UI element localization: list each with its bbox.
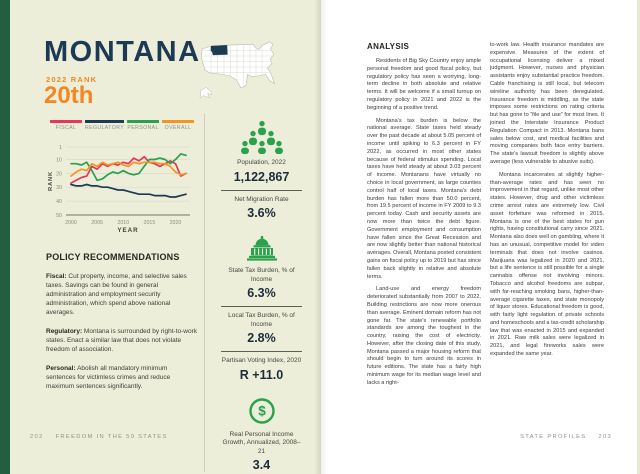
policy-text: Abolish all mandatory minimum sentences …: [46, 365, 171, 390]
policy-lead: Fiscal:: [46, 273, 67, 280]
capitol-icon: [246, 235, 277, 261]
legend-swatch-personal: [127, 120, 160, 123]
left-page: MONTANA 2022 RANK 20th: [0, 0, 321, 474]
right-page: ANALYSIS Residents of Big Sky Country en…: [321, 0, 640, 474]
analysis-paragraph: Montana incarcerates at slightly higher-…: [490, 171, 604, 358]
legend-item-personal: PERSONAL: [127, 120, 160, 131]
svg-text:20: 20: [56, 171, 62, 177]
section-title: STATE PROFILES: [520, 434, 587, 440]
stat-divider: [220, 189, 303, 191]
stat-label: State Tax Burden, % of Income: [228, 267, 295, 283]
svg-text:2015: 2015: [144, 220, 156, 226]
page-title: MONTANA: [44, 36, 201, 68]
svg-text:2005: 2005: [91, 220, 103, 226]
map-montana: [210, 45, 228, 56]
analysis-paragraph: Residents of Big Sky Country enjoy ample…: [367, 58, 481, 111]
chart-legend: FISCAL REGULATORY PERSONAL OVERALL: [50, 120, 194, 131]
legend-item-regulatory: REGULATORY: [84, 120, 125, 131]
page-number: 203: [598, 434, 612, 440]
stat-label: Local Tax Burden, % of Income: [228, 312, 295, 328]
svg-text:30: 30: [56, 185, 62, 191]
stat-label: Real Personal Income Growth, Annualized,…: [222, 430, 301, 455]
stat-label: Partisan Voting Index, 2020: [221, 357, 302, 364]
policy-item-regulatory: Regulatory: Montana is surrounded by rig…: [46, 327, 198, 354]
svg-text:40: 40: [56, 199, 62, 205]
page-edge-strip: [637, 0, 640, 474]
map-alaska: [199, 87, 213, 99]
policy-lead: Regulatory:: [46, 328, 83, 335]
policy-text: Montana is surrounded by right-to-work s…: [46, 328, 198, 353]
analysis-column-1: Residents of Big Sky Country enjoy ample…: [367, 58, 481, 393]
legend-swatch-overall: [162, 120, 194, 123]
analysis-paragraph: Land-use and energy freedom deteriorated…: [367, 286, 481, 386]
analysis-paragraph: to-work law. Health insurance mandates a…: [490, 42, 604, 165]
svg-text:YEAR: YEAR: [117, 227, 138, 234]
legend-swatch-regulatory: [84, 120, 125, 123]
stat-divider: [220, 306, 303, 307]
dollar-icon: $: [248, 397, 275, 424]
svg-text:1: 1: [59, 145, 62, 151]
page-edge-strip: [0, 0, 10, 474]
stats-column: Population, 2022 1,122,867 Net Migration…: [204, 114, 317, 472]
analysis-paragraph: Montana's tax burden is below the nation…: [367, 117, 481, 280]
legend-item-fiscal: FISCAL: [50, 120, 82, 131]
stat-value: 3.4: [252, 458, 271, 472]
legend-label: OVERALL: [164, 125, 192, 131]
policy-lead: Personal:: [46, 365, 76, 372]
stat-label: Net Migration Rate: [234, 195, 289, 203]
svg-text:2010: 2010: [117, 220, 129, 226]
legend-item-overall: OVERALL: [162, 120, 194, 131]
stat-divider: [220, 351, 303, 352]
policy-item-fiscal: Fiscal: Cut property, income, and select…: [46, 272, 198, 317]
stat-value: 2.8%: [247, 331, 276, 345]
stat-label: Population, 2022: [237, 159, 286, 166]
legend-label: REGULATORY: [84, 125, 125, 131]
policy-heading: POLICY RECOMMENDATIONS: [46, 252, 180, 262]
svg-text:2020: 2020: [170, 220, 182, 226]
svg-text:50: 50: [56, 213, 62, 219]
analysis-column-2: to-work law. Health insurance mandates a…: [490, 42, 604, 364]
rank-value: 20th: [44, 82, 94, 109]
stat-value: 6.3%: [247, 286, 276, 300]
rank-label: 2022 RANK: [46, 75, 98, 84]
left-page-footer: 202 FREEDOM IN THE 50 STATES: [30, 434, 168, 440]
policy-recommendations: POLICY RECOMMENDATIONS Fiscal: Cut prope…: [46, 252, 198, 401]
stat-value: R +11.0: [239, 367, 284, 382]
analysis-heading: ANALYSIS: [367, 42, 410, 51]
svg-text:$: $: [258, 403, 266, 418]
legend-swatch-fiscal: [50, 120, 82, 123]
us-map-icon: [199, 41, 276, 99]
book-title: FREEDOM IN THE 50 STATES: [55, 434, 168, 440]
svg-text:RANK: RANK: [48, 171, 54, 191]
legend-label: FISCAL: [55, 125, 77, 131]
population-icon: [240, 120, 283, 154]
stat-value: 3.6%: [247, 206, 276, 220]
stat-value: 1,122,867: [233, 169, 290, 184]
svg-text:2000: 2000: [65, 220, 77, 226]
policy-item-personal: Personal: Abolish all mandatory minimum …: [46, 364, 198, 391]
legend-label: PERSONAL: [127, 125, 159, 131]
right-page-footer: STATE PROFILES 203: [520, 434, 612, 440]
svg-text:10: 10: [56, 158, 62, 164]
policy-text: Cut property, income, and selective sale…: [46, 273, 187, 316]
page-number: 202: [30, 434, 44, 440]
